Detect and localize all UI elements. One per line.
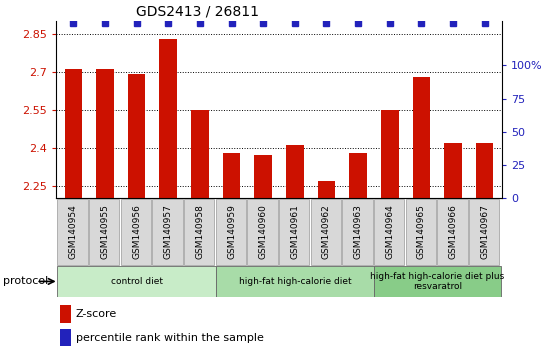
FancyBboxPatch shape <box>216 266 374 297</box>
Bar <box>60 305 71 323</box>
FancyBboxPatch shape <box>184 199 214 265</box>
Bar <box>160 39 177 198</box>
FancyBboxPatch shape <box>406 199 436 265</box>
Text: GSM140961: GSM140961 <box>290 204 299 259</box>
FancyBboxPatch shape <box>121 199 151 265</box>
Text: GSM140966: GSM140966 <box>449 204 458 259</box>
Bar <box>349 153 367 198</box>
Bar <box>128 74 145 198</box>
Text: GSM140958: GSM140958 <box>195 204 204 259</box>
Text: GSM140956: GSM140956 <box>132 204 141 259</box>
Bar <box>444 143 462 198</box>
FancyBboxPatch shape <box>311 199 341 265</box>
Text: protocol: protocol <box>3 276 48 286</box>
Bar <box>413 77 430 198</box>
FancyBboxPatch shape <box>342 199 373 265</box>
FancyBboxPatch shape <box>437 199 468 265</box>
Text: GSM140967: GSM140967 <box>480 204 489 259</box>
Bar <box>318 181 335 198</box>
Bar <box>254 155 272 198</box>
Bar <box>60 329 71 347</box>
Bar <box>191 110 209 198</box>
Bar <box>223 153 240 198</box>
FancyBboxPatch shape <box>469 199 499 265</box>
FancyBboxPatch shape <box>374 266 501 297</box>
Bar <box>381 110 398 198</box>
FancyBboxPatch shape <box>57 266 216 297</box>
Bar <box>65 69 82 198</box>
Bar <box>476 143 493 198</box>
Text: GSM140960: GSM140960 <box>259 204 268 259</box>
Text: GSM140955: GSM140955 <box>100 204 109 259</box>
FancyBboxPatch shape <box>247 199 278 265</box>
Text: GSM140954: GSM140954 <box>69 205 78 259</box>
Text: GDS2413 / 26811: GDS2413 / 26811 <box>136 5 259 19</box>
Text: GSM140957: GSM140957 <box>163 204 172 259</box>
Text: GSM140963: GSM140963 <box>354 204 363 259</box>
FancyBboxPatch shape <box>89 199 119 265</box>
Bar <box>96 69 114 198</box>
Text: Z-score: Z-score <box>76 309 117 319</box>
Text: GSM140964: GSM140964 <box>386 205 395 259</box>
FancyBboxPatch shape <box>279 199 309 265</box>
Text: GSM140965: GSM140965 <box>417 204 426 259</box>
FancyBboxPatch shape <box>374 199 405 265</box>
Text: percentile rank within the sample: percentile rank within the sample <box>76 332 264 343</box>
Text: control diet: control diet <box>110 277 162 286</box>
Bar <box>286 145 304 198</box>
Text: GSM140959: GSM140959 <box>227 204 236 259</box>
FancyBboxPatch shape <box>216 199 246 265</box>
Text: high-fat high-calorie diet plus
resvaratrol: high-fat high-calorie diet plus resvarat… <box>370 272 504 291</box>
FancyBboxPatch shape <box>152 199 183 265</box>
Text: high-fat high-calorie diet: high-fat high-calorie diet <box>238 277 351 286</box>
FancyBboxPatch shape <box>57 199 88 265</box>
Text: GSM140962: GSM140962 <box>322 205 331 259</box>
